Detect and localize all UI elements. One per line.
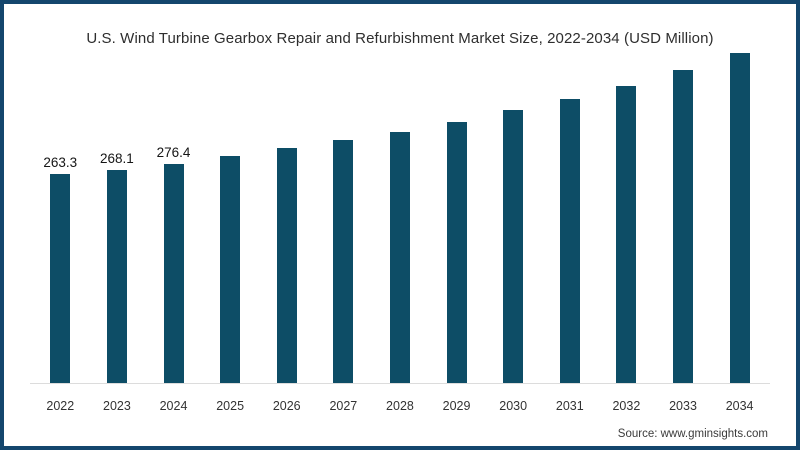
bar-2031 — [559, 99, 580, 383]
bar-2033 — [673, 70, 693, 383]
x-axis-line — [30, 383, 770, 384]
x-axis-tick-label: 2023 — [103, 399, 131, 413]
x-axis-tick-label: 2030 — [499, 399, 528, 413]
x-axis-tick-label: 2024 — [159, 399, 188, 413]
bar-2030 — [503, 110, 524, 383]
source-attribution: Source: www.gminsights.com — [617, 428, 768, 440]
bar-2024 — [163, 164, 184, 383]
bar-column-2032 — [598, 50, 655, 383]
bar-2025 — [220, 156, 241, 383]
x-axis-tick-label: 2034 — [725, 399, 754, 413]
bar-2034 — [729, 53, 750, 383]
x-axis-tick-label: 2033 — [669, 399, 697, 413]
x-axis-tick-label: 2027 — [329, 399, 358, 413]
chart-title: U.S. Wind Turbine Gearbox Repair and Ref… — [86, 30, 714, 47]
bar-2027 — [333, 140, 354, 383]
x-axis-tick-label: 2026 — [272, 399, 301, 413]
bar-2029 — [446, 122, 467, 383]
bar-column-2024: 276.4 — [145, 50, 202, 383]
bar-column-2023: 268.1 — [89, 50, 146, 383]
bar-column-2025 — [202, 50, 259, 383]
bar-2032 — [616, 86, 637, 383]
bar-column-2026 — [258, 50, 315, 383]
bar-value-label: 268.1 — [100, 151, 134, 166]
bars-row: 263.3 268.1 276.4 — [32, 50, 768, 383]
bar-column-2031 — [541, 50, 598, 383]
bar-2026 — [276, 148, 297, 383]
x-axis-tick-label: 2031 — [555, 399, 584, 413]
bar-column-2022: 263.3 — [32, 50, 89, 383]
bar-2022 — [50, 174, 71, 383]
bar-column-2029 — [428, 50, 485, 383]
bar-value-label: 276.4 — [156, 145, 191, 160]
x-axis-tick-label: 2032 — [612, 399, 641, 413]
bar-column-2034 — [711, 50, 768, 383]
x-axis-labels: 2022 2023 2024 2025 2026 2027 2028 2029 2030 2031… — [32, 399, 768, 413]
x-axis-tick-label: 2022 — [46, 399, 75, 413]
bar-column-2027 — [315, 50, 372, 383]
bar-column-2028 — [372, 50, 429, 383]
bar-column-2030 — [485, 50, 542, 383]
bar-value-label: 263.3 — [43, 155, 78, 170]
bar-2028 — [389, 132, 410, 383]
x-axis-tick-label: 2025 — [216, 399, 245, 413]
x-axis-tick-label: 2029 — [442, 399, 471, 413]
bar-column-2033 — [655, 50, 712, 383]
bar-2023 — [106, 170, 127, 383]
x-axis-tick-label: 2028 — [386, 399, 414, 413]
